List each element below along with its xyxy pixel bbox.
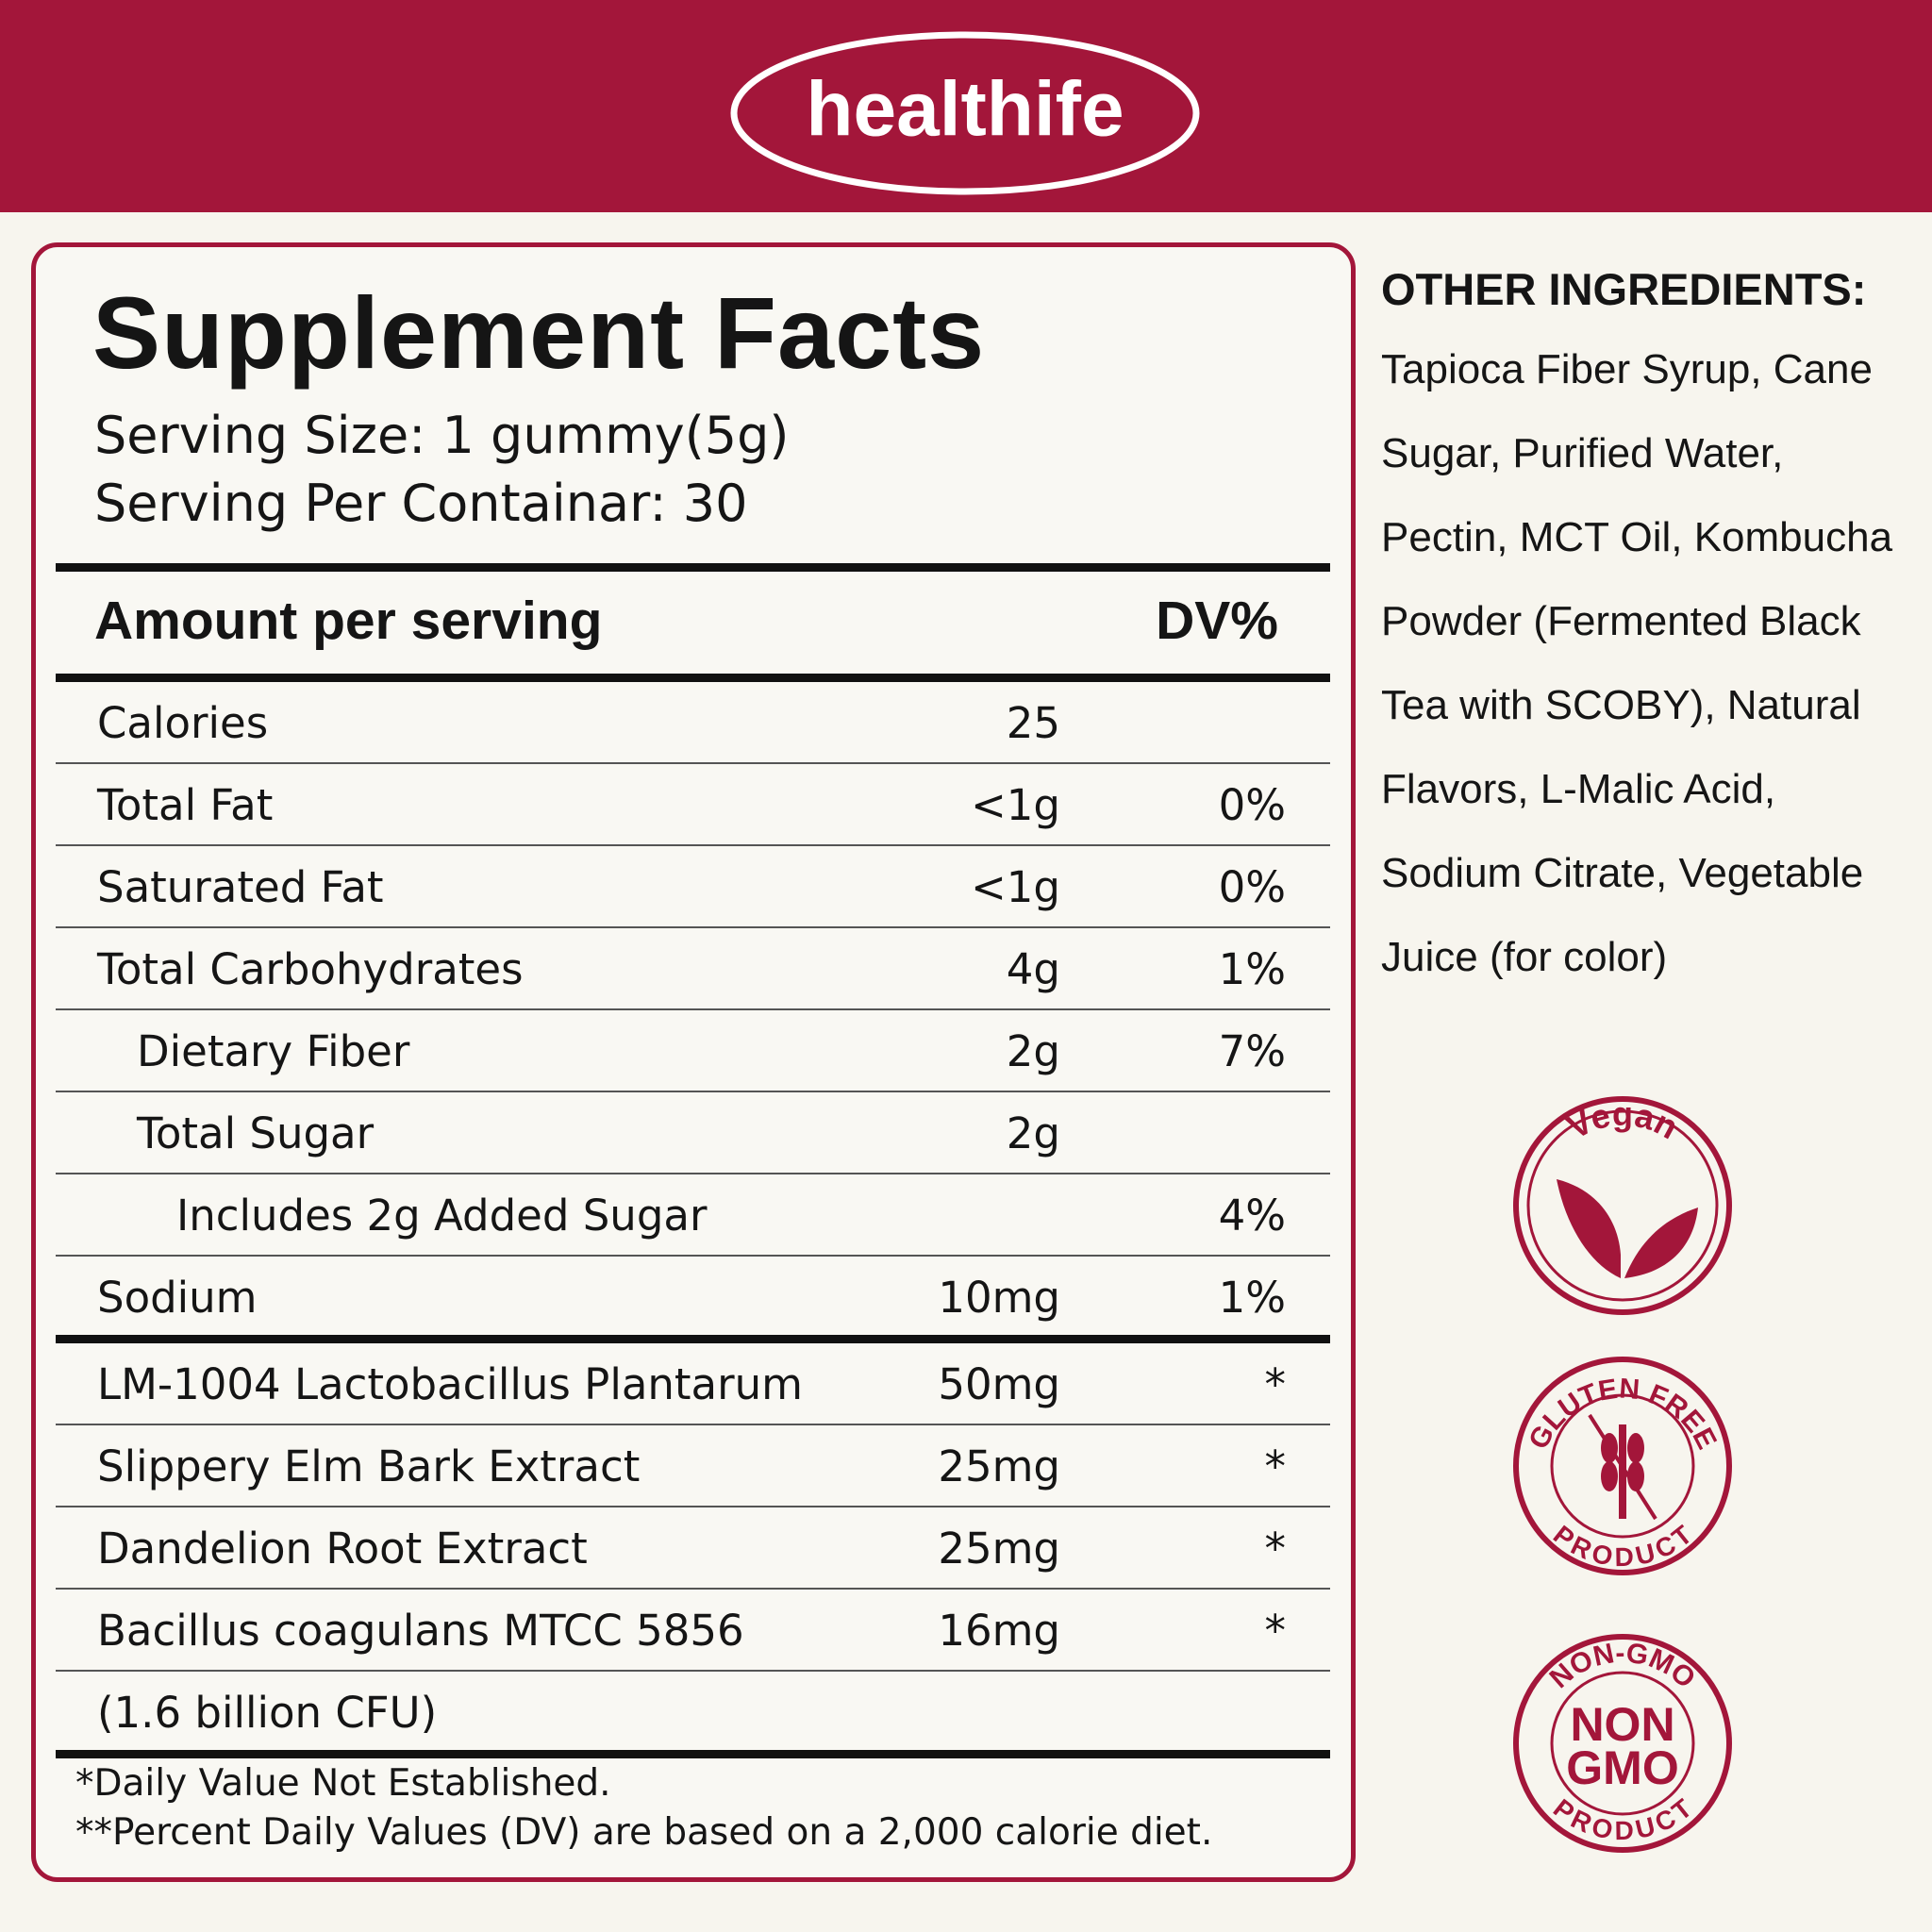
daily-value: 0%: [1218, 862, 1286, 912]
nutrient-name: Total Sugar: [137, 1108, 375, 1158]
gluten-free-badge: GLUTEN FREE PRODUCT: [1513, 1357, 1732, 1575]
amount: <1g: [971, 862, 1060, 912]
facts-row: Dandelion Root Extract 25mg *: [56, 1507, 1330, 1590]
amount: <1g: [971, 780, 1060, 830]
nutrient-name: Calories: [97, 698, 269, 748]
facts-row: Saturated Fat <1g 0%: [56, 846, 1330, 928]
logo-ellipse: [730, 31, 1200, 195]
facts-row: Dietary Fiber 2g 7%: [56, 1010, 1330, 1092]
daily-value: *: [1264, 1441, 1287, 1491]
daily-value: *: [1264, 1524, 1287, 1574]
badge-text: GMO: [1566, 1741, 1678, 1794]
logo-text: healthife: [806, 67, 1124, 153]
daily-value: 7%: [1218, 1026, 1286, 1076]
amount: 2g: [1006, 1108, 1060, 1158]
facts-row: Slippery Elm Bark Extract 25mg *: [56, 1425, 1330, 1507]
svg-text:Vegan: Vegan: [1560, 1094, 1684, 1146]
non-gmo-badge: NON-GMO PRODUCT NON GMO: [1513, 1634, 1732, 1853]
servings-per-container: Serving Per Containar: 30: [94, 474, 748, 533]
facts-row: Total Sugar 2g: [56, 1092, 1330, 1174]
column-header: Amount per serving: [94, 591, 603, 651]
other-ingredients: OTHER INGREDIENTS: Tapioca Fiber Syrup, …: [1381, 259, 1919, 999]
badge-text: PRODUCT: [1548, 1520, 1697, 1572]
amount: 4g: [1006, 944, 1060, 994]
footnote: *Daily Value Not Established.: [75, 1762, 611, 1805]
amount: 25mg: [938, 1524, 1060, 1574]
facts-row: Calories 25: [56, 682, 1330, 764]
facts-title: Supplement Facts: [92, 275, 986, 390]
badge-text: NON: [1570, 1698, 1674, 1751]
svg-text:NON-GMO: NON-GMO: [1544, 1638, 1702, 1695]
badges: Vegan GLUTEN FREE PRODUCT NON-GMO PRODUC…: [1513, 1094, 1732, 1853]
vegan-badge: Vegan: [1513, 1094, 1732, 1315]
nutrient-name: Dietary Fiber: [137, 1026, 410, 1076]
serving-size: Serving Size: 1 gummy(5g): [94, 406, 790, 465]
daily-value: 1%: [1218, 1273, 1286, 1323]
other-ingredients-text: Tapioca Fiber Syrup, Cane Sugar, Purifie…: [1381, 346, 1893, 980]
nutrient-name: Sodium: [97, 1273, 258, 1323]
facts-panel: Supplement Facts Serving Size: 1 gummy(5…: [31, 242, 1356, 1882]
amount: 25: [1006, 698, 1060, 748]
nutrient-name: Slippery Elm Bark Extract: [97, 1441, 641, 1491]
daily-value: 1%: [1218, 944, 1286, 994]
logo: healthife: [730, 31, 1200, 195]
amount: 2g: [1006, 1026, 1060, 1076]
amount: 25mg: [938, 1441, 1060, 1491]
nutrient-name: Bacillus coagulans MTCC 5856: [97, 1606, 744, 1656]
thick-rule: [56, 1750, 1330, 1758]
footnote: **Percent Daily Values (DV) are based on…: [75, 1811, 1213, 1854]
daily-value: *: [1264, 1606, 1287, 1656]
thick-rule: [56, 1335, 1330, 1343]
facts-row: Includes 2g Added Sugar 4%: [56, 1174, 1330, 1257]
nutrient-name: Total Fat: [97, 780, 274, 830]
header-bar: healthife: [0, 0, 1932, 212]
svg-text:PRODUCT: PRODUCT: [1548, 1520, 1697, 1572]
badge-text: NON-GMO: [1544, 1638, 1702, 1695]
other-ingredients-title: OTHER INGREDIENTS:: [1381, 264, 1867, 314]
amount: 16mg: [938, 1606, 1060, 1656]
nutrient-name: Dandelion Root Extract: [97, 1524, 588, 1574]
daily-value: 0%: [1218, 780, 1286, 830]
facts-row: (1.6 billion CFU): [56, 1672, 1330, 1754]
thick-rule: [56, 563, 1330, 572]
facts-row: Total Fat <1g 0%: [56, 764, 1330, 846]
nutrient-name: Saturated Fat: [97, 862, 384, 912]
amount: 10mg: [938, 1273, 1060, 1323]
column-header: DV%: [1156, 591, 1278, 651]
facts-row: Total Carbohydrates 4g 1%: [56, 928, 1330, 1010]
daily-value: 4%: [1218, 1191, 1286, 1241]
nutrient-name: Total Carbohydrates: [97, 944, 524, 994]
facts-row: Sodium 10mg 1%: [56, 1257, 1330, 1339]
nutrient-name: LM-1004 Lactobacillus Plantarum: [97, 1359, 803, 1409]
thick-rule: [56, 674, 1330, 682]
badge-text: Vegan: [1560, 1094, 1684, 1146]
daily-value: *: [1264, 1359, 1287, 1409]
nutrient-name: (1.6 billion CFU): [97, 1688, 438, 1738]
amount: 50mg: [938, 1359, 1060, 1409]
facts-row: LM-1004 Lactobacillus Plantarum 50mg *: [56, 1343, 1330, 1425]
nutrient-name: Includes 2g Added Sugar: [176, 1191, 708, 1241]
facts-row: Bacillus coagulans MTCC 5856 16mg *: [56, 1590, 1330, 1672]
